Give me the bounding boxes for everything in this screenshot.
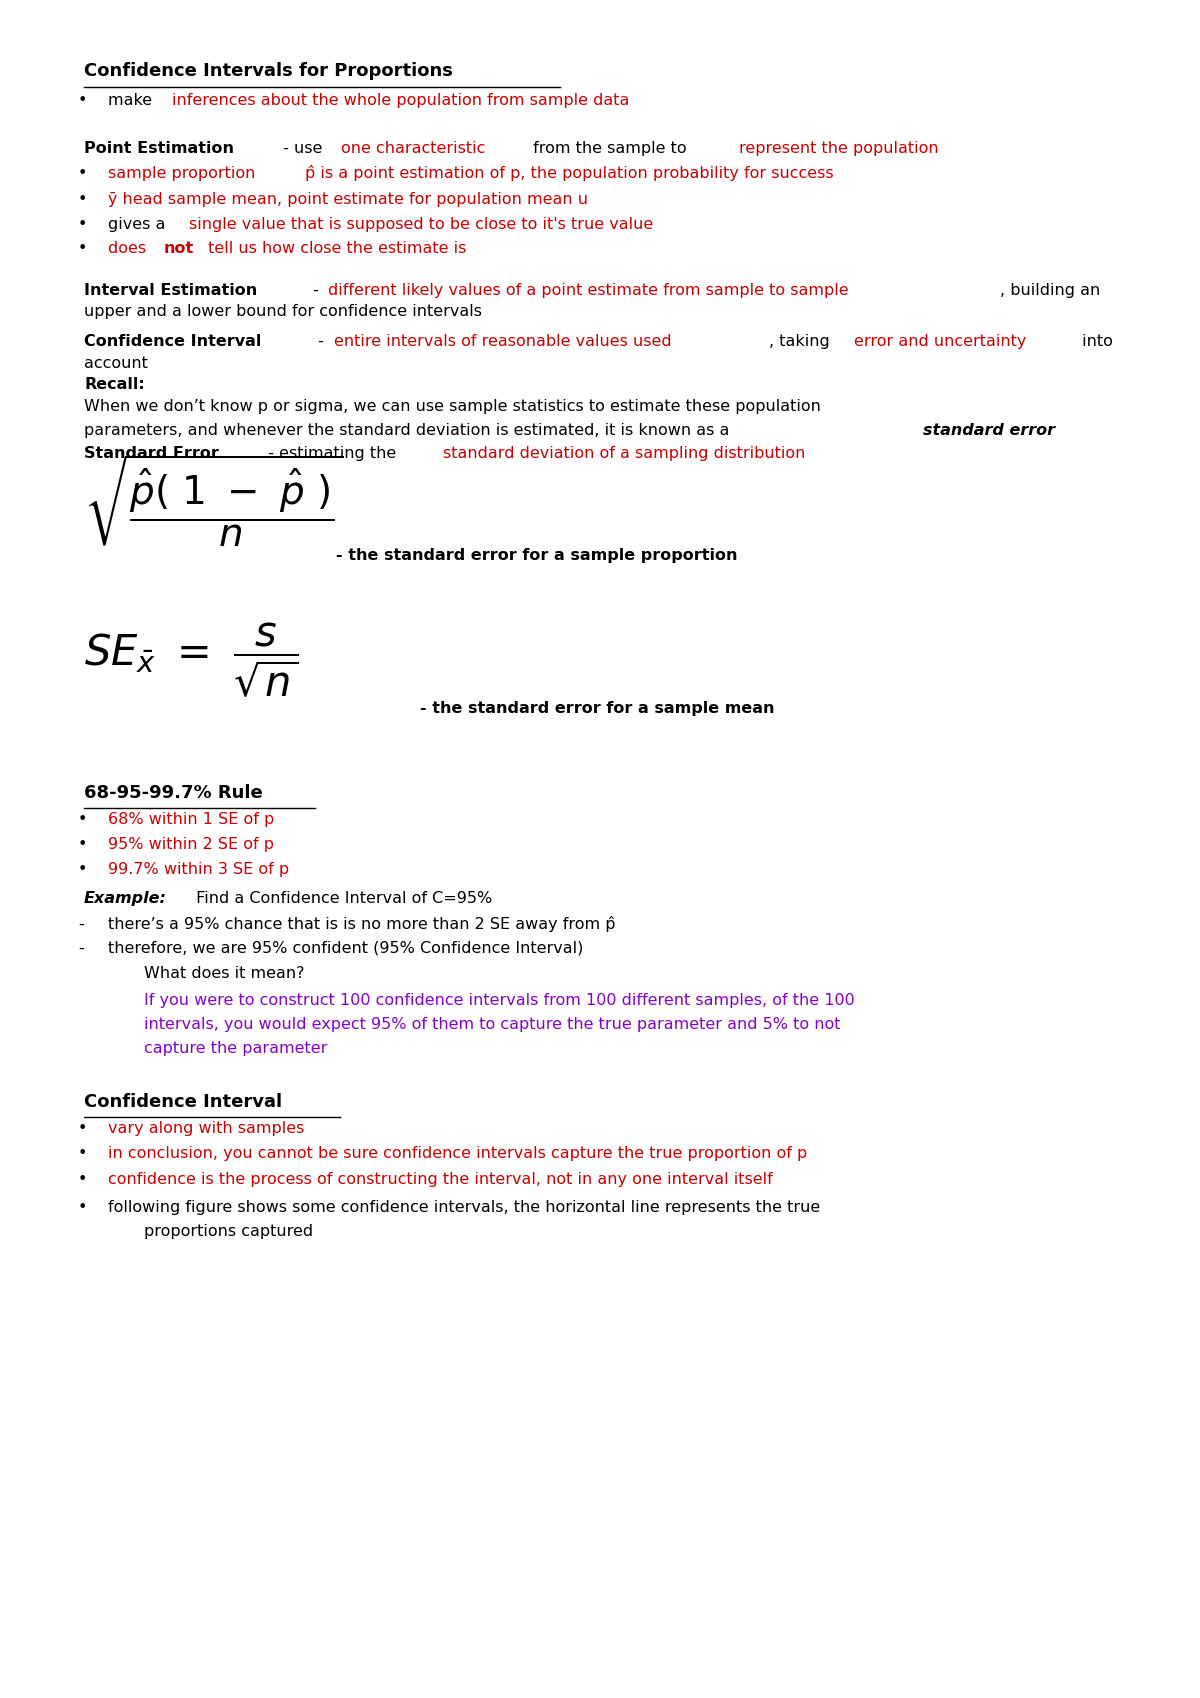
Text: Example:: Example: xyxy=(84,891,167,907)
Text: -: - xyxy=(78,941,84,956)
Text: •: • xyxy=(78,863,88,878)
Text: •: • xyxy=(78,1146,88,1161)
Text: inferences about the whole population from sample data: inferences about the whole population fr… xyxy=(172,93,629,109)
Text: •: • xyxy=(78,837,88,852)
Text: •: • xyxy=(78,166,88,182)
Text: Find a Confidence Interval of C=95%: Find a Confidence Interval of C=95% xyxy=(191,891,492,907)
Text: standard error: standard error xyxy=(923,423,1055,438)
Text: proportions captured: proportions captured xyxy=(144,1224,313,1240)
Text: -: - xyxy=(307,284,324,299)
Text: Confidence Interval: Confidence Interval xyxy=(84,1094,282,1110)
Text: intervals, you would expect 95% of them to capture the true parameter and 5% to : intervals, you would expect 95% of them … xyxy=(144,1017,840,1032)
Text: •: • xyxy=(78,93,88,109)
Text: parameters, and whenever the standard deviation is estimated, it is known as a: parameters, and whenever the standard de… xyxy=(84,423,734,438)
Text: represent the population: represent the population xyxy=(739,141,938,156)
Text: - estimating the: - estimating the xyxy=(258,447,402,462)
Text: following figure shows some confidence intervals, the horizontal line represents: following figure shows some confidence i… xyxy=(108,1200,821,1216)
Text: -: - xyxy=(313,335,329,350)
Text: in conclusion, you cannot be sure confidence intervals capture the true proporti: in conclusion, you cannot be sure confid… xyxy=(108,1146,808,1161)
Text: confidence is the process of constructing the interval, not in any one interval : confidence is the process of constructin… xyxy=(108,1172,773,1187)
Text: •: • xyxy=(78,192,88,207)
Text: •: • xyxy=(78,241,88,256)
Text: different likely values of a point estimate from sample to sample: different likely values of a point estim… xyxy=(328,284,848,299)
Text: ȳ head sample mean, point estimate for population mean u: ȳ head sample mean, point estimate for p… xyxy=(108,192,588,207)
Text: 99.7% within 3 SE of p: 99.7% within 3 SE of p xyxy=(108,863,289,878)
Text: therefore, we are 95% confident (95% Confidence Interval): therefore, we are 95% confident (95% Con… xyxy=(108,941,583,956)
Text: Confidence Intervals for Proportions: Confidence Intervals for Proportions xyxy=(84,63,452,80)
Text: Interval Estimation: Interval Estimation xyxy=(84,284,257,299)
Text: - the standard error for a sample mean: - the standard error for a sample mean xyxy=(420,701,774,717)
Text: Confidence Interval: Confidence Interval xyxy=(84,335,262,350)
Text: tell us how close the estimate is: tell us how close the estimate is xyxy=(203,241,467,256)
Text: •: • xyxy=(78,1121,88,1136)
Text: one characteristic: one characteristic xyxy=(342,141,486,156)
Text: Point Estimation: Point Estimation xyxy=(84,141,234,156)
Text: vary along with samples: vary along with samples xyxy=(108,1121,305,1136)
Text: •: • xyxy=(78,1172,88,1187)
Text: error and uncertainty: error and uncertainty xyxy=(854,335,1026,350)
Text: - the standard error for a sample proportion: - the standard error for a sample propor… xyxy=(336,548,738,564)
Text: Recall:: Recall: xyxy=(84,377,145,392)
Text: into: into xyxy=(1076,335,1112,350)
Text: 68% within 1 SE of p: 68% within 1 SE of p xyxy=(108,812,275,827)
Text: 68-95-99.7% Rule: 68-95-99.7% Rule xyxy=(84,784,263,801)
Text: from the sample to: from the sample to xyxy=(528,141,691,156)
Text: •: • xyxy=(78,1200,88,1216)
Text: $SE_{\bar{x}}\ =\ \dfrac{s}{\sqrt{n}}$: $SE_{\bar{x}}\ =\ \dfrac{s}{\sqrt{n}}$ xyxy=(84,620,299,700)
Text: sample proportion: sample proportion xyxy=(108,166,260,182)
Text: standard deviation of a sampling distribution: standard deviation of a sampling distrib… xyxy=(443,447,805,462)
Text: not: not xyxy=(164,241,194,256)
Text: When we don’t know p or sigma, we can use sample statistics to estimate these po: When we don’t know p or sigma, we can us… xyxy=(84,399,821,414)
Text: 95% within 2 SE of p: 95% within 2 SE of p xyxy=(108,837,274,852)
Text: - use: - use xyxy=(277,141,328,156)
Text: •: • xyxy=(78,217,88,233)
Text: •: • xyxy=(78,812,88,827)
Text: entire intervals of reasonable values used: entire intervals of reasonable values us… xyxy=(334,335,671,350)
Text: If you were to construct 100 confidence intervals from 100 different samples, of: If you were to construct 100 confidence … xyxy=(144,993,854,1009)
Text: $\sqrt{\dfrac{\hat{p}(\ 1\ -\ \hat{p}\ )}{n}}$: $\sqrt{\dfrac{\hat{p}(\ 1\ -\ \hat{p}\ )… xyxy=(84,452,344,548)
Text: , taking: , taking xyxy=(769,335,835,350)
Text: account: account xyxy=(84,357,148,372)
Text: capture the parameter: capture the parameter xyxy=(144,1041,328,1056)
Text: there’s a 95% chance that is is no more than 2 SE away from p̂: there’s a 95% chance that is is no more … xyxy=(108,915,616,932)
Text: -: - xyxy=(78,917,84,932)
Text: make: make xyxy=(108,93,157,109)
Text: does: does xyxy=(108,241,151,256)
Text: gives a: gives a xyxy=(108,217,170,233)
Text: What does it mean?: What does it mean? xyxy=(144,966,305,981)
Text: upper and a lower bound for confidence intervals: upper and a lower bound for confidence i… xyxy=(84,304,482,319)
Text: single value that is supposed to be close to it's true value: single value that is supposed to be clos… xyxy=(188,217,653,233)
Text: , building an: , building an xyxy=(1000,284,1100,299)
Text: p̂ is a point estimation of p, the population probability for success: p̂ is a point estimation of p, the popul… xyxy=(305,165,833,182)
Text: Standard Error: Standard Error xyxy=(84,447,218,462)
